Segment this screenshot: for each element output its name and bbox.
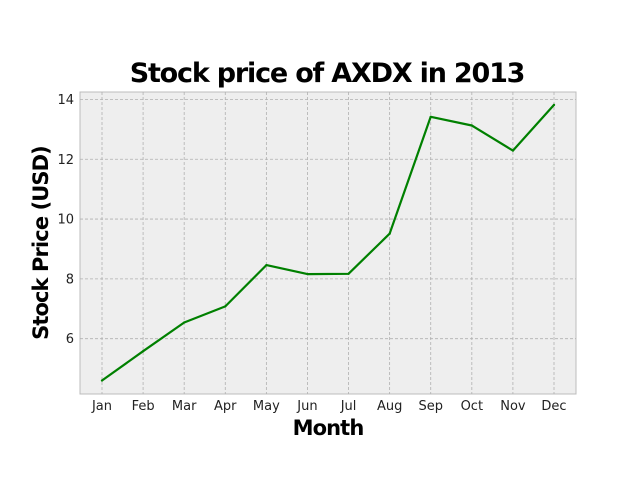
y-tick-label: 12 <box>57 153 74 168</box>
series-layer <box>100 103 556 382</box>
x-tick-label: Jul <box>340 399 357 414</box>
data-point <box>224 305 227 308</box>
data-point <box>470 124 473 127</box>
y-tick-label: 14 <box>57 93 74 108</box>
data-point <box>347 272 350 275</box>
plot-area <box>79 91 577 395</box>
data-point <box>306 272 309 276</box>
x-tick-label: Apr <box>214 399 237 414</box>
x-tick-label: Dec <box>541 399 566 414</box>
x-tick-label: Feb <box>132 399 155 414</box>
data-point <box>511 149 515 152</box>
x-tick-label: Jun <box>296 399 317 414</box>
data-point <box>265 264 268 267</box>
y-tick-label: 6 <box>66 332 74 347</box>
x-axis-label: Month <box>293 416 364 440</box>
series-line <box>100 103 556 382</box>
x-tick-label: Nov <box>500 399 526 414</box>
grid-lines <box>80 92 576 394</box>
chart-title: Stock price of AXDX in 2013 <box>130 58 525 89</box>
x-axis-ticks: Jan Feb Mar Apr May Jun Jul Aug Sep Oct Nov Dec <box>91 399 567 414</box>
y-axis-label: Stock Price (USD) <box>29 146 53 340</box>
data-point <box>100 379 104 382</box>
data-point <box>552 103 556 106</box>
x-tick-label: Sep <box>418 399 443 414</box>
y-axis-ticks: 6 8 10 12 14 <box>57 93 74 347</box>
x-tick-label: Aug <box>377 399 402 414</box>
data-point <box>388 232 391 235</box>
y-tick-label: 10 <box>57 213 74 228</box>
x-tick-label: Oct <box>461 399 483 414</box>
data-point <box>183 321 186 324</box>
x-tick-label: Mar <box>172 399 197 414</box>
data-point <box>141 350 145 353</box>
data-point <box>429 115 432 118</box>
x-tick-label: Jan <box>91 399 112 414</box>
x-tick-label: May <box>253 399 280 414</box>
y-tick-label: 8 <box>66 272 74 287</box>
